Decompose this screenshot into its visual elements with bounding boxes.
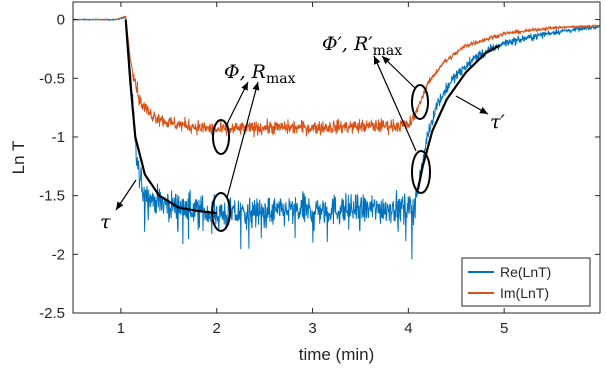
arrow-phi-im-head xyxy=(241,82,248,91)
annotation-phi-rmax: Φ, Rmax xyxy=(224,61,296,87)
y-axis-label: Ln T xyxy=(9,141,28,175)
arrow-phi-re xyxy=(226,81,259,199)
ellipse-phi-re xyxy=(211,192,231,232)
ellipse-phiprime-im xyxy=(411,84,429,120)
y-tick-label: -0.5 xyxy=(39,70,65,87)
y-tick-label: -1.5 xyxy=(39,188,65,205)
x-axis-label: time (min) xyxy=(299,345,375,364)
annotation-tau: τ xyxy=(100,211,111,233)
arrow-phiprime-re-head xyxy=(374,56,381,65)
legend: Re(LnT) Im(LnT) xyxy=(461,257,591,307)
fit-curves xyxy=(124,19,500,215)
y-tick-label: -1 xyxy=(52,129,65,146)
arrow-tau-head xyxy=(116,201,124,210)
x-tick-label: 1 xyxy=(117,320,125,337)
y-tick-label: -2 xyxy=(52,246,65,263)
ellipse-phi-im xyxy=(212,119,230,155)
x-tick-label: 4 xyxy=(404,320,412,337)
arrow-phiprime-im-head xyxy=(382,56,391,65)
annotation-tau-prime: τ′ xyxy=(490,111,506,133)
x-tick-label: 5 xyxy=(500,320,508,337)
legend-box xyxy=(461,257,591,307)
fit-curve xyxy=(416,44,500,191)
arrow-phiprime-re xyxy=(373,55,417,152)
plot-series xyxy=(73,15,600,260)
y-tick-label: 0 xyxy=(57,12,65,29)
series-line xyxy=(73,16,600,260)
arrow-tau-prime-head xyxy=(479,107,488,114)
fit-curve xyxy=(124,19,217,215)
ellipse-phiprime-re xyxy=(411,150,431,194)
axes-box xyxy=(72,1,601,314)
axis-ticks: 1 2 3 4 5 0 -0.5 -1 -1.5 -2 -2.5 xyxy=(39,2,600,337)
annotation-phiprime-rmaxprime: Φ′, R′max xyxy=(322,33,402,59)
annotations: τ Φ, Rmax Φ′, R′max τ′ xyxy=(100,33,506,233)
x-tick-label: 3 xyxy=(308,320,316,337)
y-tick-label: -2.5 xyxy=(39,305,65,322)
series-line xyxy=(73,15,600,138)
legend-label: Re(LnT) xyxy=(500,264,551,280)
legend-label: Im(LnT) xyxy=(500,285,549,301)
x-tick-label: 2 xyxy=(213,320,221,337)
arrow-phi-re-head xyxy=(252,82,260,91)
